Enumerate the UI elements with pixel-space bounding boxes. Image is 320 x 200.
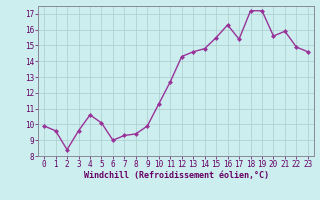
X-axis label: Windchill (Refroidissement éolien,°C): Windchill (Refroidissement éolien,°C) (84, 171, 268, 180)
